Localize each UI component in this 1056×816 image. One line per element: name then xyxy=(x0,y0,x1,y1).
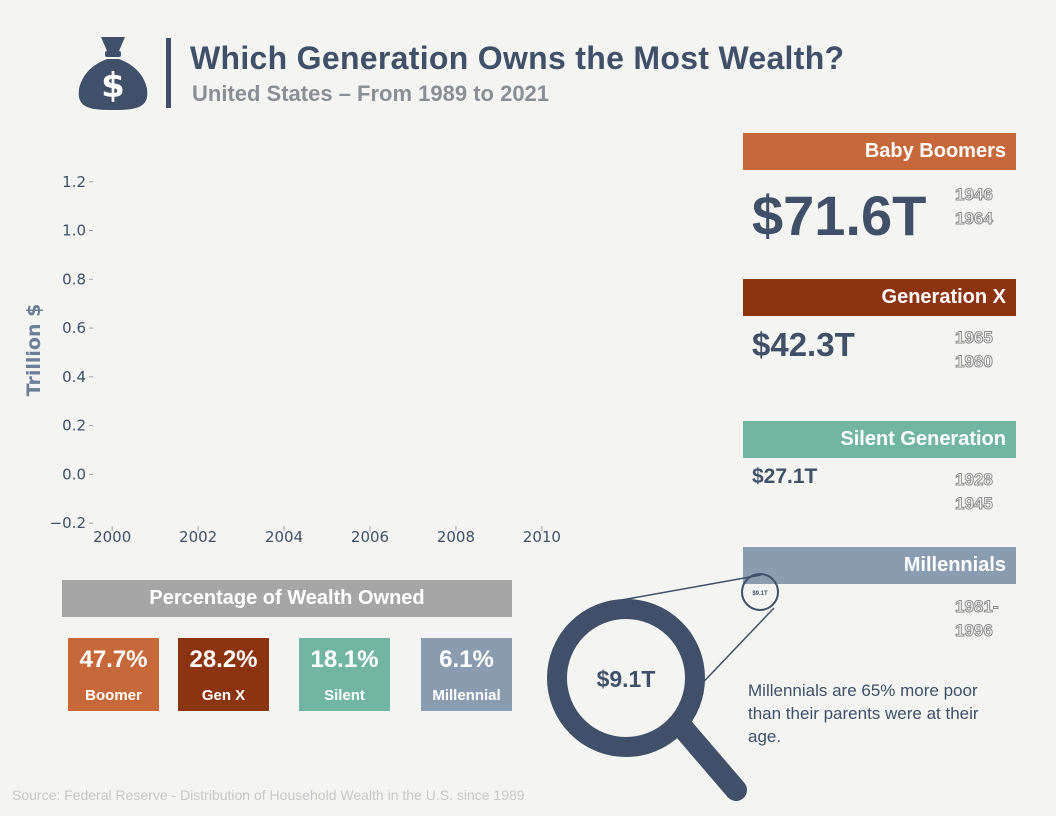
x-tick-label: 2008 xyxy=(437,528,475,546)
millennials-header: Millennials xyxy=(743,547,1016,584)
genx-header: Generation X xyxy=(743,279,1016,316)
magnifier-handle xyxy=(665,709,747,801)
millennials-years: 1981- 1996 xyxy=(955,595,1015,643)
wealth-chart: −0.20.00.20.40.60.81.01.2 2000 2002 2004 20… xyxy=(23,173,561,546)
pct-label: Boomer xyxy=(85,687,142,704)
millennials-year-start: 1981- xyxy=(955,597,999,617)
page-subtitle: United States – From 1989 to 2021 xyxy=(192,81,550,106)
boomers-years: 1946 1964 xyxy=(955,183,1015,231)
x-tick-label: 2010 xyxy=(523,528,561,546)
small-lens-circle xyxy=(741,573,779,611)
x-tick-label: 2000 xyxy=(93,528,131,546)
y-tick-label: 1.0 xyxy=(62,222,86,240)
x-tick-label: 2002 xyxy=(179,528,217,546)
pct-value: 6.1% xyxy=(439,646,494,673)
y-tick-label: 0.6 xyxy=(62,319,86,337)
x-tick-label: 2006 xyxy=(351,528,389,546)
silent-header: Silent Generation xyxy=(743,421,1016,458)
pct-value: 18.1% xyxy=(310,646,379,673)
small-lens-label: $9.1T xyxy=(752,591,768,597)
y-axis: −0.2 0.0 0.2 0.4 0.6 0.8 1.0 1.2 xyxy=(50,173,93,532)
pct-label: Gen X xyxy=(201,687,246,704)
silent-years: 1928 1945 xyxy=(955,468,1015,516)
pct-value: 28.2% xyxy=(189,646,258,673)
pct-label: Millennial xyxy=(432,687,501,704)
magnifier-lens xyxy=(547,599,705,757)
genx-year-end: 1980 xyxy=(955,352,994,372)
y-tick-label: 0.4 xyxy=(62,368,86,386)
boomers-value: $71.6T xyxy=(752,184,927,247)
x-tick-label: 2004 xyxy=(265,528,303,546)
y-tick-label: −0.2 xyxy=(50,514,86,532)
pct-value: 47.7% xyxy=(79,646,148,673)
percentage-header: Percentage of Wealth Owned xyxy=(62,580,512,617)
millennials-year-end: 1996 xyxy=(955,621,994,641)
boomers-year-end: 1964 xyxy=(955,209,994,229)
source-credit: Source: Federal Reserve - Distribution o… xyxy=(12,787,525,803)
pct-box-boomer: 47.7% Boomer xyxy=(68,638,159,711)
boomers-year-start: 1946 xyxy=(955,185,994,205)
y-tick-label: 1.2 xyxy=(62,173,86,191)
genx-years: 1965 1980 xyxy=(955,326,1015,374)
pct-label: Silent xyxy=(324,687,365,704)
title-divider xyxy=(166,38,171,108)
genx-year-start: 1965 xyxy=(955,328,994,348)
x-axis: 2000 2002 2004 2006 2008 2010 xyxy=(93,526,561,546)
magnified-value: $9.1T xyxy=(597,666,656,692)
silent-year-end: 1945 xyxy=(955,494,994,514)
pct-box-millennial: 6.1% Millennial xyxy=(421,638,512,711)
y-tick-label: 0.8 xyxy=(62,270,86,288)
pct-box-genx: 28.2% Gen X xyxy=(178,638,269,711)
money-bag-icon: $ xyxy=(78,37,148,110)
y-tick-label: 0.2 xyxy=(62,417,86,435)
millennials-note: Millennials are 65% more poor than their… xyxy=(748,681,979,746)
magnifying-glass-icon: $9.1T $9.1T xyxy=(547,573,779,801)
genx-value: $42.3T xyxy=(752,326,855,363)
boomers-header: Baby Boomers xyxy=(743,133,1016,170)
pct-box-silent: 18.1% Silent xyxy=(299,638,390,711)
page-title: Which Generation Owns the Most Wealth? xyxy=(190,40,845,76)
silent-year-start: 1928 xyxy=(955,470,994,490)
svg-text:$: $ xyxy=(101,66,125,106)
silent-value: $27.1T xyxy=(752,465,818,488)
y-tick-label: 0.0 xyxy=(62,465,86,483)
y-axis-label: Trillion $ xyxy=(23,304,45,397)
